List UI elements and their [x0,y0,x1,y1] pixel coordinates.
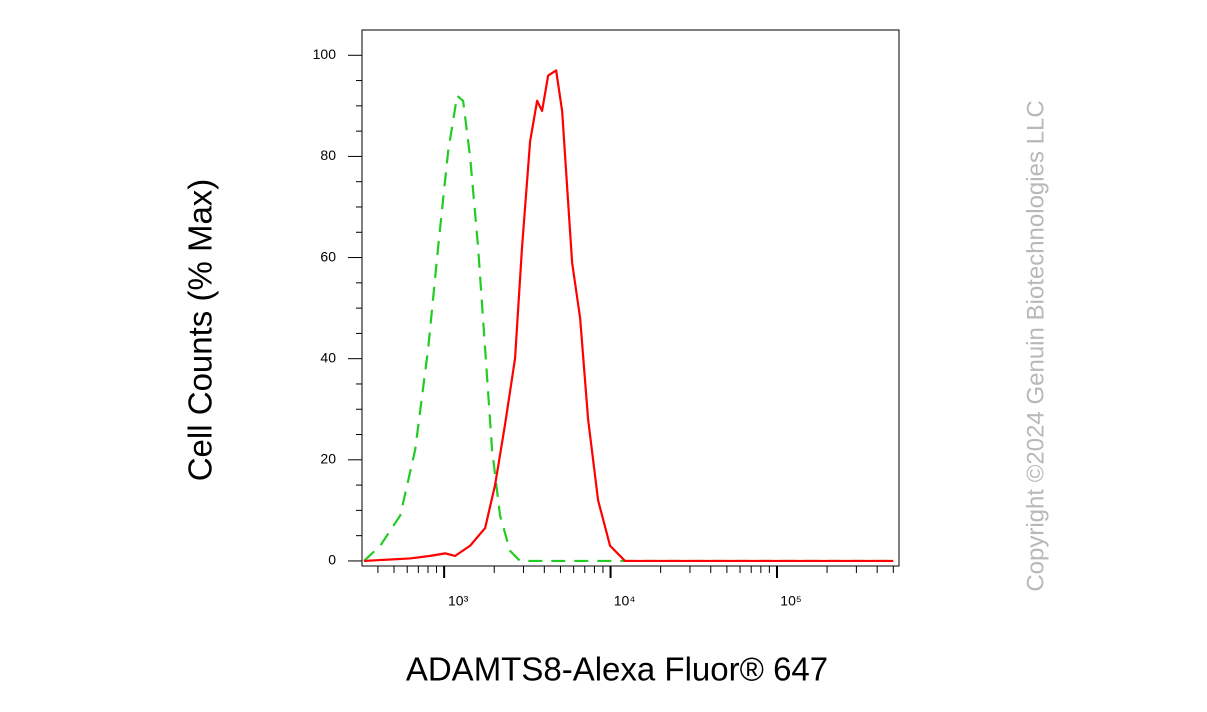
y-tick-label: 20 [320,451,336,467]
x-tick-label: 10⁴ [614,593,636,609]
y-tick-label: 60 [320,248,336,264]
series-line [363,94,894,563]
x-axis-title: ADAMTS8-Alexa Fluor® 647 [406,651,828,688]
series-line [363,69,894,563]
y-tick-label: 80 [320,147,336,163]
plot-frame [361,29,900,567]
x-tick-label: 10⁵ [780,593,801,609]
copyright: Copyright ©2024 Genuin Biotechnologies L… [1022,100,1049,591]
x-tick-label: 10³ [448,593,469,609]
y-tick-label: 100 [313,46,337,62]
y-axis-title: Cell Counts (% Max) [182,179,219,482]
y-tick-label: 40 [320,349,336,365]
y-tick-label: 0 [328,552,336,568]
